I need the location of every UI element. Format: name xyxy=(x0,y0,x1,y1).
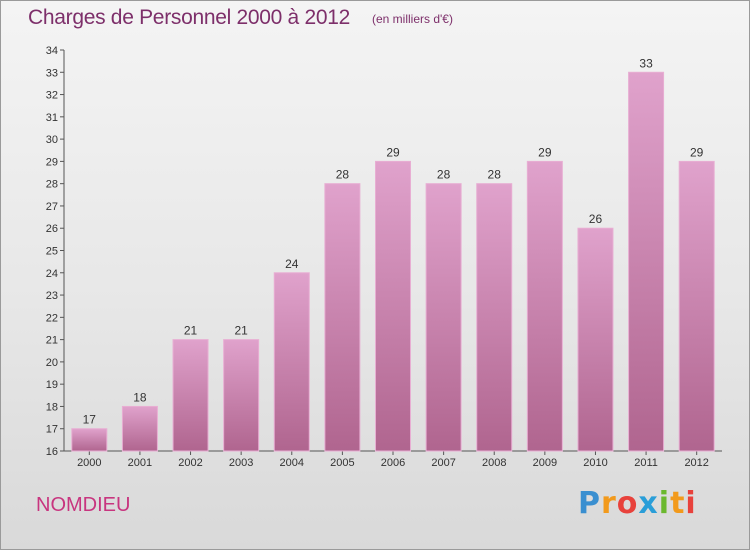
data-label-2004: 24 xyxy=(285,257,299,271)
y-tick-label: 32 xyxy=(46,90,58,102)
x-tick-label-2004: 2004 xyxy=(280,457,304,469)
data-label-2003: 21 xyxy=(234,324,248,338)
proxiti-logo: Proxiti xyxy=(578,486,697,521)
x-tick-label-2009: 2009 xyxy=(533,457,557,469)
x-tick-label-2012: 2012 xyxy=(684,457,708,469)
data-label-2008: 28 xyxy=(488,168,502,182)
x-tick-label-2006: 2006 xyxy=(381,457,405,469)
bar-2007 xyxy=(425,183,462,452)
y-tick-label: 20 xyxy=(46,357,58,369)
bar-2002 xyxy=(172,339,209,452)
x-tick-label-2002: 2002 xyxy=(178,457,202,469)
bar-2001 xyxy=(121,405,158,452)
y-tick-label: 30 xyxy=(46,134,58,146)
y-tick-label: 25 xyxy=(46,246,58,258)
logo-letter: i xyxy=(658,486,671,521)
bar-2012 xyxy=(678,160,715,452)
logo-letter: x xyxy=(638,486,659,521)
y-tick-label: 24 xyxy=(46,268,58,280)
data-label-2007: 28 xyxy=(437,168,451,182)
logo-letter: P xyxy=(578,486,601,521)
chart-labels: 17 18 21 21 24 28 29 28 28 29 26 33 29 xyxy=(83,56,704,426)
data-label-2011: 33 xyxy=(639,56,653,70)
chart-subtitle: (en milliers d'€) xyxy=(372,12,453,26)
chart-bars xyxy=(71,71,715,452)
data-label-2002: 21 xyxy=(184,324,198,338)
y-tick-label: 26 xyxy=(46,223,58,235)
data-label-2009: 29 xyxy=(538,145,552,159)
x-tick-label-2003: 2003 xyxy=(229,457,253,469)
y-tick-label: 19 xyxy=(46,379,58,391)
bar-2000 xyxy=(71,428,108,452)
x-tick-label-2000: 2000 xyxy=(77,457,101,469)
x-tick-label-2007: 2007 xyxy=(431,457,455,469)
x-tick-label-2001: 2001 xyxy=(128,457,152,469)
y-tick-label: 34 xyxy=(46,45,58,57)
x-tick-label-2008: 2008 xyxy=(482,457,506,469)
data-label-2006: 29 xyxy=(386,145,400,159)
x-tick-label-2011: 2011 xyxy=(634,457,658,469)
y-tick-label: 18 xyxy=(46,401,58,413)
data-label-2001: 18 xyxy=(133,390,147,404)
y-tick-label: 33 xyxy=(46,67,58,79)
y-tick-label: 22 xyxy=(46,312,58,324)
bar-2004 xyxy=(273,272,310,452)
bar-2005 xyxy=(324,183,361,452)
x-tick-label-2010: 2010 xyxy=(583,457,607,469)
data-label-2005: 28 xyxy=(336,168,350,182)
y-tick-label: 31 xyxy=(46,112,58,124)
x-tick-label-2005: 2005 xyxy=(330,457,354,469)
y-tick-label: 28 xyxy=(46,179,58,191)
bar-2003 xyxy=(223,339,260,452)
bar-2006 xyxy=(375,160,411,452)
y-tick-label: 17 xyxy=(46,424,58,436)
data-label-2000: 17 xyxy=(83,413,97,427)
bar-2008 xyxy=(476,183,513,452)
bar-2010 xyxy=(577,227,614,452)
chart-axes: 16 17 18 19 20 21 22 23 24 25 26 27 28 29 30 31 32 33 34 20… xyxy=(46,45,722,469)
data-label-2010: 26 xyxy=(589,212,603,226)
logo-letter: i xyxy=(685,486,697,521)
logo-letter: o xyxy=(616,486,639,521)
data-label-2012: 29 xyxy=(690,145,704,159)
y-tick-label: 21 xyxy=(46,335,58,347)
bar-2009 xyxy=(526,160,563,452)
y-tick-label: 23 xyxy=(46,290,58,302)
y-tick-label: 16 xyxy=(46,446,58,458)
bar-2011 xyxy=(628,71,665,452)
logo-letter: t xyxy=(670,486,686,521)
y-tick-label: 29 xyxy=(46,156,58,168)
logo-letter: r xyxy=(601,486,617,521)
commune-name: NOMDIEU xyxy=(36,494,131,516)
y-tick-label: 27 xyxy=(46,201,58,213)
chart-title: Charges de Personnel 2000 à 2012 xyxy=(28,6,350,29)
